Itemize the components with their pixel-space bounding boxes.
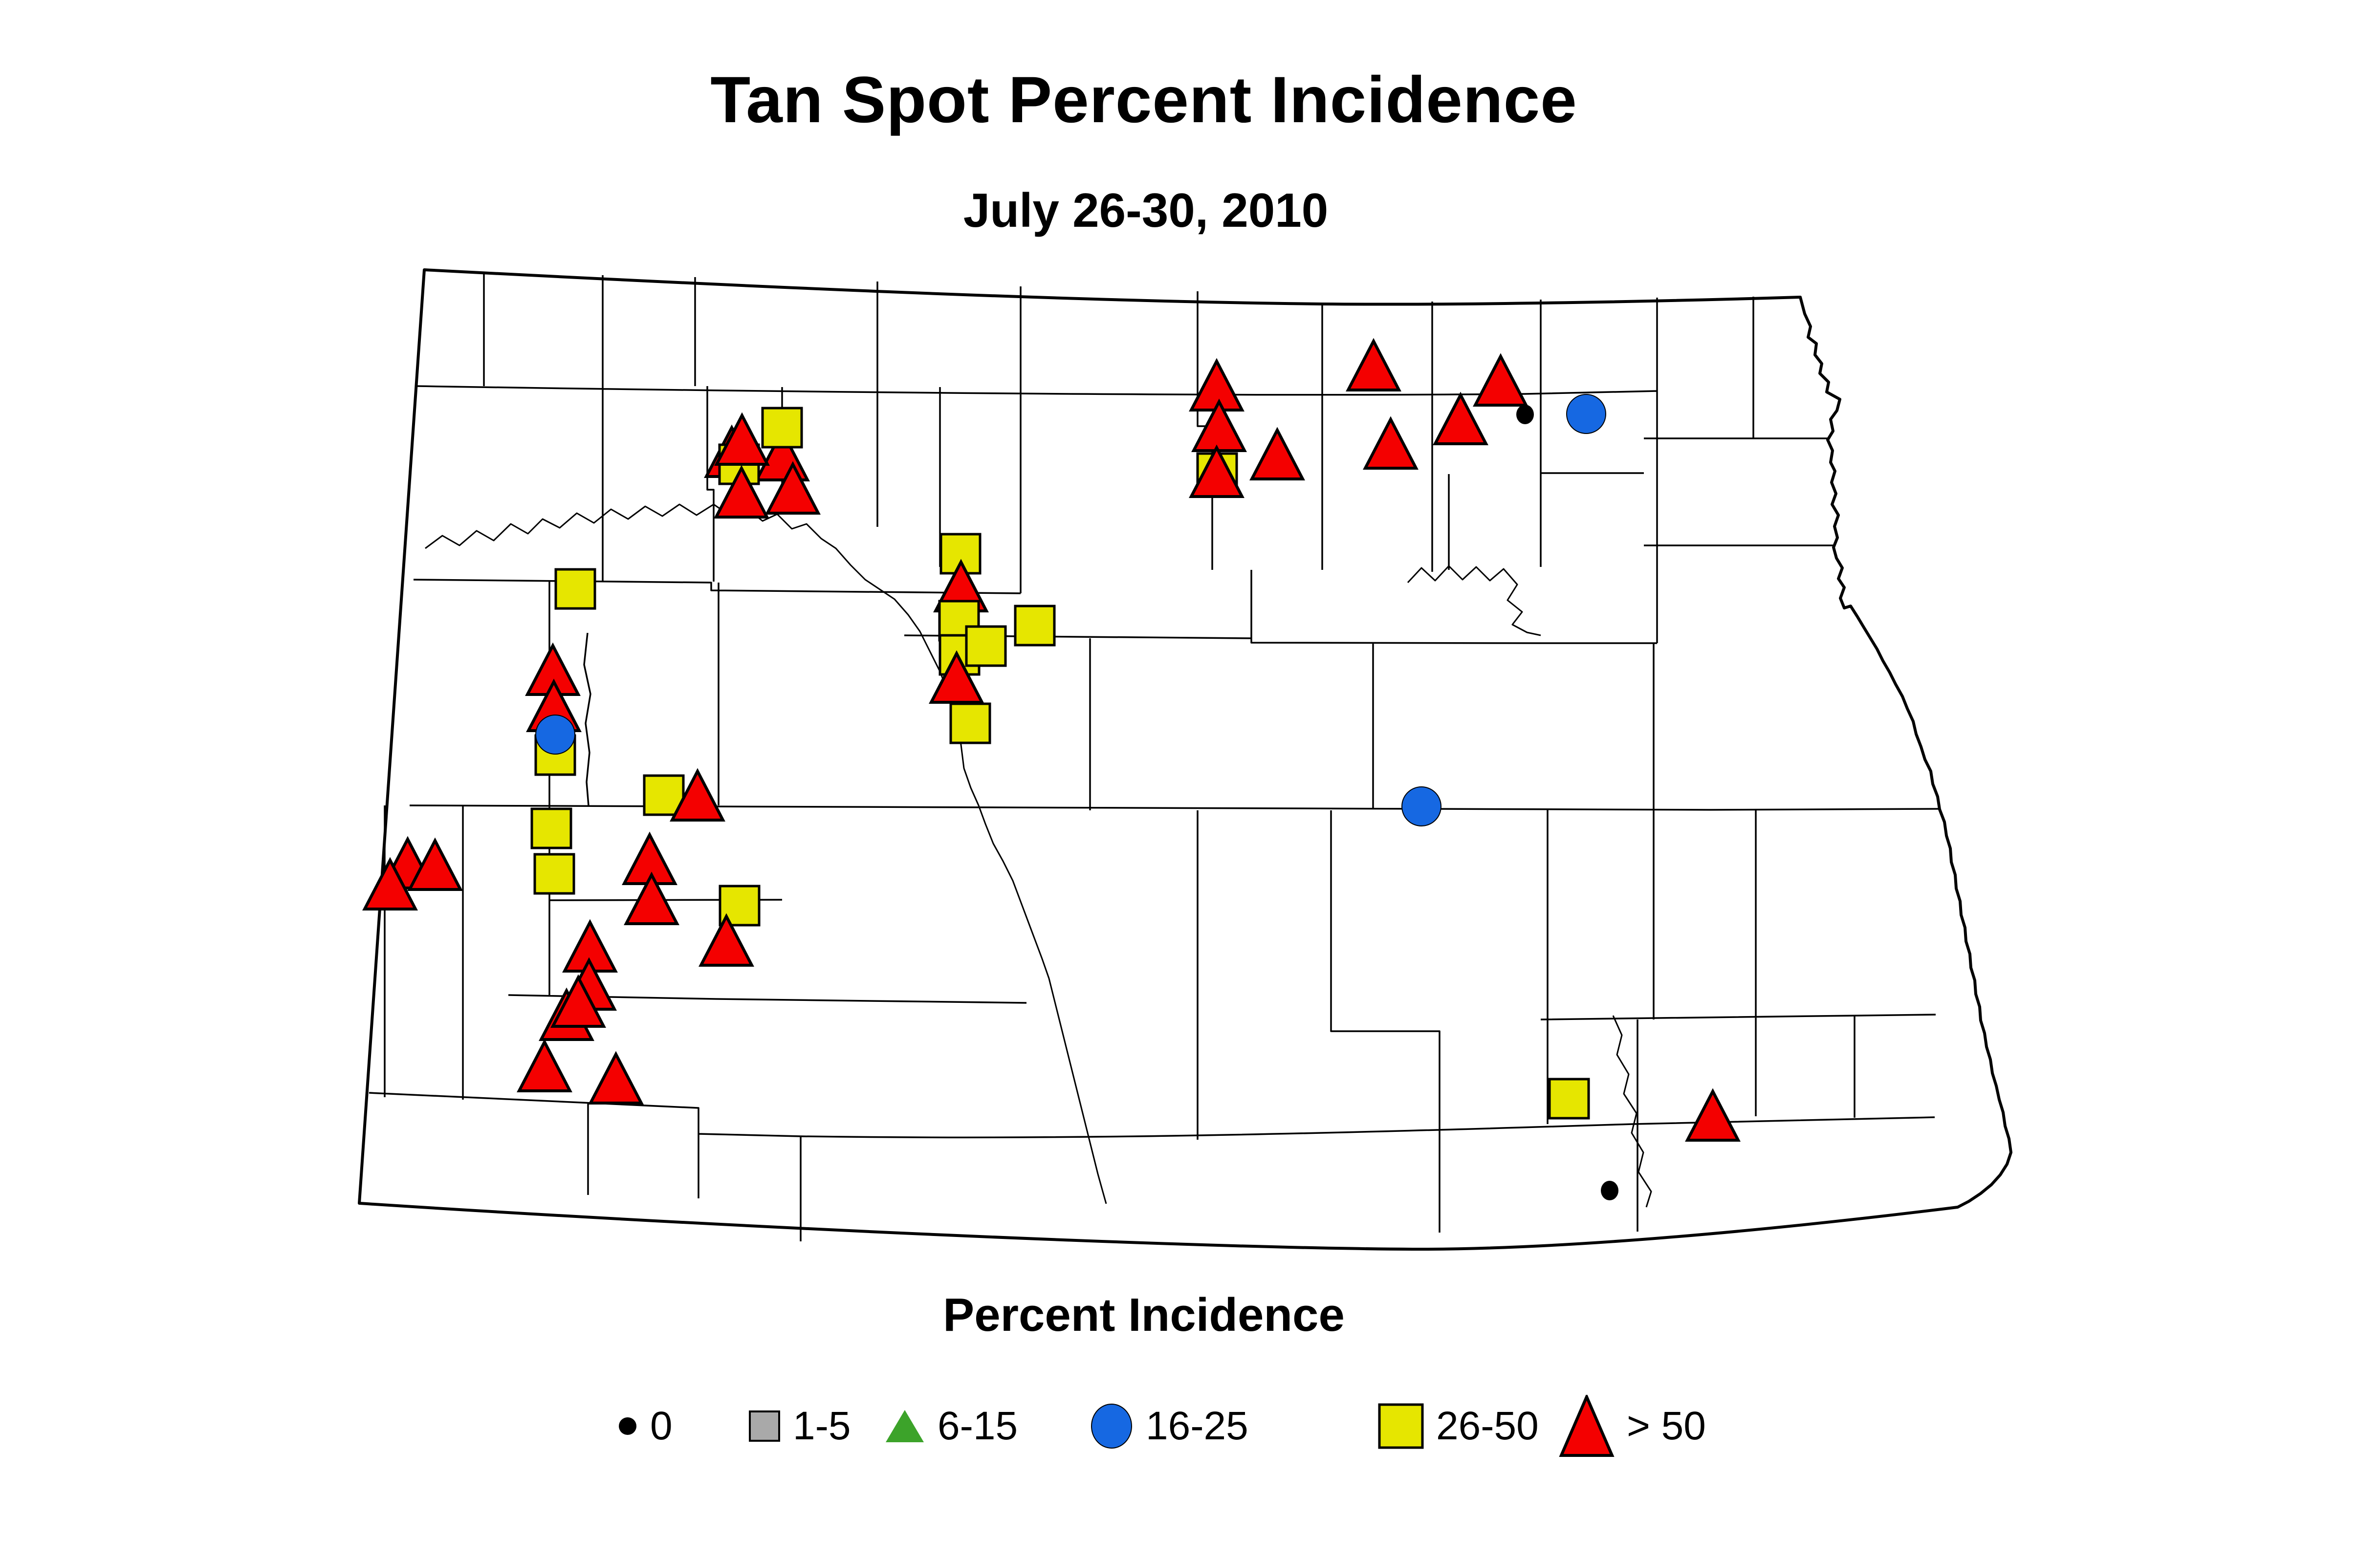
map-marker [699, 913, 754, 967]
map-marker [949, 702, 991, 744]
map-marker [1401, 786, 1441, 826]
legend-item: 0 [617, 1403, 673, 1450]
missouri-river [425, 503, 1107, 1204]
map-marker [719, 885, 761, 927]
map-marker [1433, 391, 1488, 445]
map-marker [929, 650, 984, 704]
james-river [1612, 1015, 1652, 1208]
legend-label: 0 [650, 1404, 673, 1448]
map-marker [643, 774, 685, 816]
legend-label: 1-5 [793, 1404, 851, 1448]
legend-item: 6-15 [884, 1403, 1018, 1450]
map-marker [1548, 1078, 1590, 1120]
map-marker [714, 465, 769, 519]
red-triangle-icon [1559, 1395, 1615, 1457]
map-marker [1473, 353, 1528, 407]
legend-item: > 50 [1558, 1395, 1706, 1457]
yellow-square-icon [1378, 1403, 1424, 1449]
map-marker [1363, 416, 1419, 470]
green-triangle-icon [886, 1410, 924, 1442]
map-marker [761, 407, 803, 449]
map-marker [554, 568, 596, 610]
page-title: Tan Spot Percent Incidence [710, 64, 1577, 136]
legend-item: 1-5 [748, 1403, 851, 1450]
map-marker [1516, 405, 1534, 424]
devils-lake [1407, 565, 1541, 636]
map-marker [1189, 444, 1245, 498]
map-marker [765, 461, 821, 515]
map-marker [588, 1051, 644, 1105]
map-marker [965, 625, 1007, 667]
map-marker [530, 807, 572, 849]
map-marker [670, 768, 725, 822]
map-marker [624, 871, 679, 925]
legend-item: 26-50 [1377, 1403, 1539, 1450]
legend-label: > 50 [1627, 1404, 1706, 1448]
map-marker [1601, 1181, 1618, 1200]
map-marker [362, 857, 418, 911]
map-marker [1014, 605, 1056, 647]
map-marker [1346, 338, 1401, 391]
map-marker [517, 1039, 572, 1092]
black-dot-icon [619, 1417, 636, 1435]
map-marker [1685, 1088, 1741, 1142]
legend-title: Percent Incidence [943, 1289, 1345, 1341]
map-marker [407, 837, 463, 891]
blue-circle-icon [1091, 1404, 1132, 1449]
map-marker [535, 715, 575, 755]
gray-square-icon [749, 1410, 780, 1442]
page-subtitle: July 26-30, 2010 [963, 183, 1329, 237]
legend-label: 16-25 [1146, 1404, 1248, 1448]
state-outline [358, 268, 2012, 1251]
map-marker [1566, 394, 1606, 434]
map-marker [1249, 427, 1305, 480]
map-marker [550, 974, 606, 1028]
map-markers-layer [362, 338, 1741, 1200]
map-marker [533, 853, 575, 895]
legend-label: 6-15 [938, 1404, 1018, 1448]
legend-item: 16-25 [1089, 1403, 1248, 1450]
map-marker [714, 412, 770, 466]
legend-label: 26-50 [1436, 1404, 1539, 1448]
